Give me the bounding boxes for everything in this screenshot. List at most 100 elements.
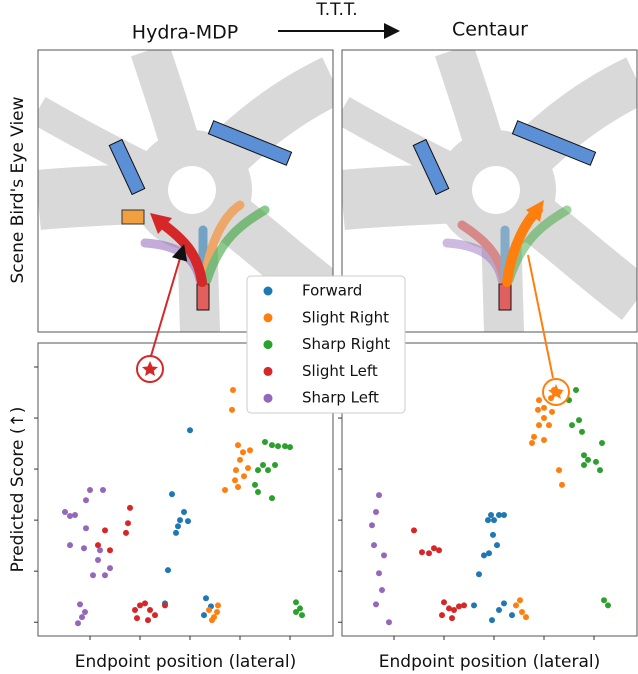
point	[175, 523, 181, 530]
point	[601, 597, 607, 604]
point	[597, 467, 603, 474]
point	[230, 386, 236, 393]
point	[579, 428, 585, 435]
point	[127, 504, 133, 511]
point	[536, 397, 542, 404]
point	[235, 442, 241, 449]
point	[272, 461, 278, 468]
point	[162, 602, 168, 609]
point	[476, 571, 482, 578]
point	[102, 527, 108, 534]
point	[169, 491, 175, 498]
point	[177, 517, 183, 524]
legend-label: Sharp Left	[302, 389, 379, 407]
point	[147, 606, 153, 613]
point	[252, 481, 258, 488]
point	[83, 497, 89, 504]
point	[269, 442, 275, 449]
point	[245, 465, 251, 472]
point	[90, 572, 96, 579]
point	[541, 436, 547, 443]
legend: Forward Slight Right Sharp Right Slight Lef…	[246, 275, 406, 414]
point	[123, 529, 129, 536]
point	[97, 547, 103, 554]
right-star-circle	[542, 378, 570, 406]
point	[441, 599, 447, 606]
point	[585, 456, 591, 463]
point	[241, 473, 247, 480]
point	[593, 458, 599, 465]
point	[145, 617, 151, 624]
point	[517, 597, 523, 604]
point	[449, 615, 455, 622]
point	[411, 527, 417, 534]
point	[431, 545, 437, 552]
point	[79, 614, 85, 621]
point	[62, 508, 68, 515]
legend-marker	[263, 313, 273, 323]
point	[81, 545, 87, 552]
point	[376, 570, 382, 577]
point	[386, 619, 392, 626]
x-axis-label: Endpoint position (lateral)	[379, 652, 600, 672]
point	[107, 547, 113, 554]
right-annotation-arrow	[527, 254, 554, 379]
point	[203, 595, 209, 602]
point	[523, 614, 529, 621]
point	[233, 467, 239, 474]
point	[173, 529, 179, 536]
point	[581, 452, 587, 459]
point	[275, 443, 281, 450]
point	[137, 602, 143, 609]
point	[489, 617, 495, 624]
point	[490, 531, 496, 538]
point	[436, 547, 442, 554]
point	[419, 549, 425, 556]
point	[83, 525, 89, 532]
point	[282, 443, 288, 450]
point	[214, 609, 220, 616]
point	[100, 487, 106, 494]
point	[451, 606, 457, 613]
point	[232, 477, 238, 484]
point	[381, 552, 387, 559]
point	[556, 467, 562, 474]
point	[461, 602, 467, 609]
point	[222, 487, 228, 494]
point	[519, 609, 525, 616]
point	[255, 489, 261, 496]
point	[369, 522, 375, 529]
point	[67, 513, 73, 520]
point	[260, 461, 266, 468]
point	[486, 550, 492, 557]
point	[488, 512, 494, 519]
point	[206, 606, 212, 613]
point	[569, 422, 575, 429]
point	[165, 567, 171, 574]
point	[102, 572, 108, 579]
point	[87, 487, 93, 494]
point	[439, 612, 445, 619]
point	[235, 483, 241, 490]
point	[481, 552, 487, 559]
point	[376, 492, 382, 499]
point	[559, 481, 565, 488]
point	[142, 600, 148, 607]
point	[496, 512, 502, 519]
point	[125, 520, 131, 527]
point	[187, 427, 193, 434]
point	[152, 612, 158, 619]
left-annotation-arrow	[150, 244, 188, 357]
point	[456, 603, 462, 610]
legend-marker	[263, 340, 273, 350]
point	[373, 601, 379, 608]
point	[471, 602, 477, 609]
point	[215, 602, 221, 609]
point	[297, 605, 303, 612]
point	[426, 550, 432, 557]
point	[255, 467, 261, 474]
x-axis-label: Endpoint position (lateral)	[75, 652, 296, 672]
arrow-label: T.T.T.	[315, 0, 357, 20]
bev-left-frame	[37, 49, 334, 333]
